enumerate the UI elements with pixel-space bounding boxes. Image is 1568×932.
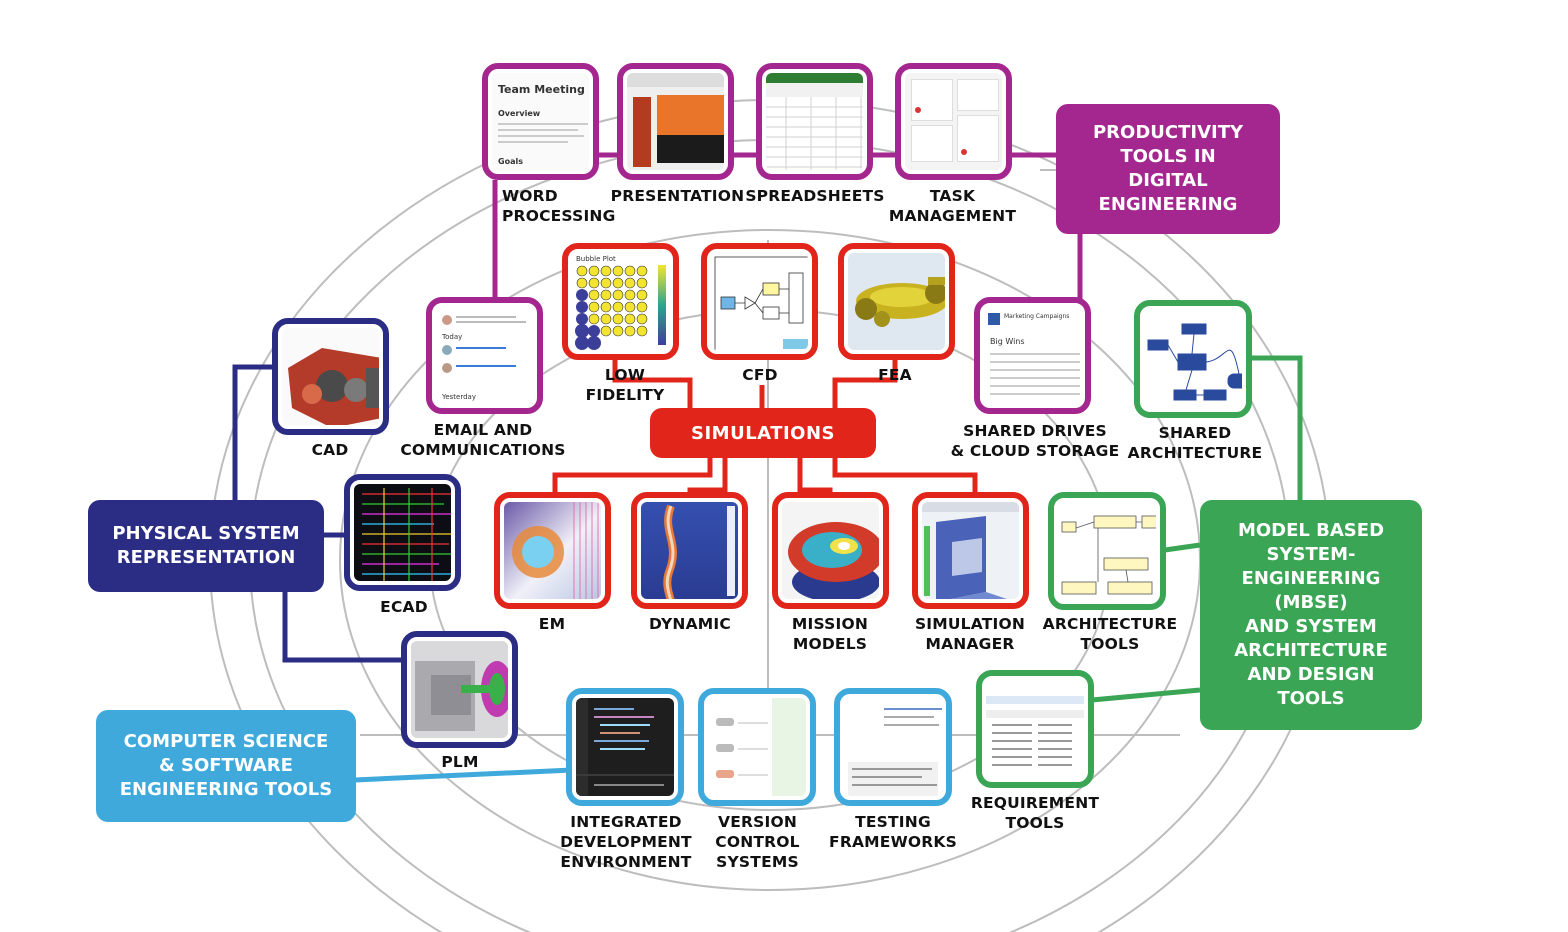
mission-models-label: MISSION MODELS bbox=[791, 615, 869, 653]
assembly-render bbox=[415, 661, 508, 731]
bubble-plot-title: Bubble Plot bbox=[576, 255, 616, 263]
today-label: Today bbox=[442, 333, 463, 341]
testing-thumbnail bbox=[844, 698, 942, 796]
fea-thumbnail bbox=[848, 253, 945, 350]
requirement-tools-label: REQUIREMENT TOOLS bbox=[970, 794, 1100, 832]
task-management-tile[interactable] bbox=[895, 63, 1012, 180]
cad-thumbnail bbox=[282, 328, 379, 425]
spreadsheets-thumbnail bbox=[766, 73, 863, 170]
email-communications-tile[interactable]: Today Yesterday bbox=[426, 297, 543, 414]
architecture-tools-label: ARCHITECTURE TOOLS bbox=[1042, 615, 1178, 653]
architecture-tools-thumbnail bbox=[1058, 502, 1156, 600]
dynamic-label: DYNAMIC bbox=[649, 615, 731, 633]
yesterday-label: Yesterday bbox=[442, 393, 476, 401]
cad-label: CAD bbox=[311, 441, 349, 459]
cfd-tile[interactable] bbox=[701, 243, 818, 360]
productivity-hub[interactable]: PRODUCTIVITY TOOLS IN DIGITAL ENGINEERIN… bbox=[1056, 104, 1280, 234]
task-management-thumbnail bbox=[905, 73, 1002, 170]
spreadsheets-label: SPREADSHEETS bbox=[745, 187, 885, 205]
spreadsheets-tile[interactable] bbox=[756, 63, 873, 180]
bubble-grid bbox=[575, 265, 666, 350]
race-car-render bbox=[855, 277, 945, 327]
simulation-manager-label: SIMULATION MANAGER bbox=[914, 615, 1026, 653]
task-management-label: TASK MANAGEMENT bbox=[888, 187, 1017, 225]
spreadsheet-grid bbox=[766, 97, 863, 170]
vcs-label: VERSION CONTROL SYSTEMS bbox=[715, 813, 800, 871]
em-tile[interactable] bbox=[494, 492, 611, 609]
bubble-plot-thumbnail: Bubble Plot bbox=[572, 253, 669, 350]
testing-frameworks-label: TESTING FRAMEWORKS bbox=[829, 813, 957, 851]
presentation-tile[interactable] bbox=[617, 63, 734, 180]
ecad-tile[interactable] bbox=[344, 474, 461, 591]
ide-thumbnail bbox=[576, 698, 674, 796]
email-thumbnail: Today Yesterday bbox=[436, 307, 533, 404]
requirement-tools-tile[interactable] bbox=[976, 670, 1094, 788]
team-meeting-heading: Team Meeting bbox=[498, 83, 585, 96]
presentation-label: PRESENTATION bbox=[610, 187, 745, 205]
shared-architecture-tile[interactable] bbox=[1134, 300, 1252, 418]
gearbox-render bbox=[288, 348, 379, 425]
cfd-thumbnail bbox=[711, 253, 808, 350]
low-fidelity-label: LOW FIDELITY bbox=[585, 366, 665, 404]
block-diagram-sketch bbox=[714, 256, 808, 350]
shared-architecture-thumbnail bbox=[1144, 310, 1242, 408]
sysml-diagram-sketch bbox=[1061, 515, 1156, 595]
architecture-flow-sketch bbox=[1147, 323, 1242, 401]
simulations-hub[interactable]: SIMULATIONS bbox=[650, 408, 876, 458]
vcs-tile[interactable] bbox=[698, 688, 816, 806]
big-wins-text: Big Wins bbox=[990, 337, 1025, 346]
fea-label: FEA bbox=[878, 366, 912, 384]
physical-system-hub[interactable]: PHYSICAL SYSTEM REPRESENTATION bbox=[88, 500, 324, 592]
computer-science-hub[interactable]: COMPUTER SCIENCE & SOFTWARE ENGINEERING … bbox=[96, 710, 356, 822]
ecad-label: ECAD bbox=[380, 598, 428, 616]
em-label: EM bbox=[538, 615, 566, 633]
plm-thumbnail bbox=[411, 641, 508, 738]
em-thumbnail bbox=[504, 502, 601, 599]
plume-render bbox=[663, 504, 735, 599]
word-processing-thumbnail: Team Meeting Overview Goals bbox=[492, 73, 589, 170]
architecture-tools-tile[interactable] bbox=[1048, 492, 1166, 610]
mission-model-render bbox=[788, 522, 879, 599]
testing-frameworks-tile[interactable] bbox=[834, 688, 952, 806]
requirement-tools-thumbnail bbox=[986, 680, 1084, 778]
mbse-hub[interactable]: MODEL BASED SYSTEM- ENGINEERING (MBSE) A… bbox=[1200, 500, 1422, 730]
word-processing-tile[interactable]: Team Meeting Overview Goals bbox=[482, 63, 599, 180]
mission-models-thumbnail bbox=[782, 502, 879, 599]
ecad-thumbnail bbox=[354, 484, 451, 581]
shared-drives-label: SHARED DRIVES & CLOUD STORAGE bbox=[950, 422, 1120, 460]
fea-tile[interactable] bbox=[838, 243, 955, 360]
plm-tile[interactable] bbox=[401, 631, 518, 748]
ide-tile[interactable] bbox=[566, 688, 684, 806]
ide-label: INTEGRATED DEVELOPMENT ENVIRONMENT bbox=[560, 813, 692, 871]
dynamic-tile[interactable] bbox=[631, 492, 748, 609]
mission-models-tile[interactable] bbox=[772, 492, 889, 609]
presentation-thumbnail bbox=[627, 73, 724, 170]
shared-architecture-label: SHARED ARCHITECTURE bbox=[1127, 424, 1263, 462]
email-communications-label: EMAIL AND COMMUNICATIONS bbox=[400, 421, 566, 459]
shared-drives-tile[interactable]: Marketing Campaigns Big Wins bbox=[974, 297, 1091, 414]
cad-tile[interactable] bbox=[272, 318, 389, 435]
plm-label: PLM bbox=[441, 753, 479, 771]
shared-drives-thumbnail: Marketing Campaigns Big Wins bbox=[984, 307, 1081, 404]
pcb-layout-render bbox=[362, 488, 451, 581]
cfd-label: CFD bbox=[742, 366, 778, 384]
bracket-stress-render bbox=[924, 516, 1007, 599]
marketing-campaigns-text: Marketing Campaigns bbox=[1004, 313, 1070, 320]
low-fidelity-tile[interactable]: Bubble Plot bbox=[562, 243, 679, 360]
simulation-manager-thumbnail bbox=[922, 502, 1019, 599]
dynamic-thumbnail bbox=[641, 502, 738, 599]
simulation-manager-tile[interactable] bbox=[912, 492, 1029, 609]
goals-heading: Goals bbox=[498, 157, 523, 166]
word-processing-label: WORD PROCESSING bbox=[502, 187, 616, 225]
vcs-thumbnail bbox=[708, 698, 806, 796]
overview-heading: Overview bbox=[498, 109, 541, 118]
em-field-render bbox=[512, 502, 599, 599]
